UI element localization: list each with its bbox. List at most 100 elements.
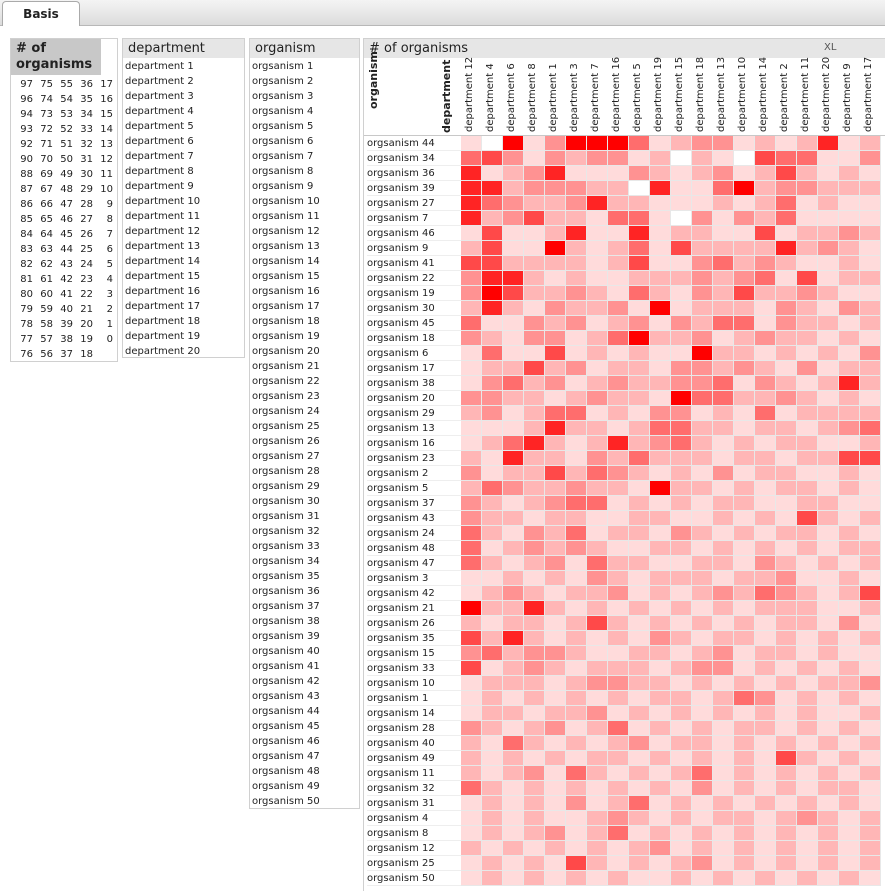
row-label[interactable]: orgsanism 49 bbox=[367, 751, 461, 766]
listbox-item[interactable]: department 3 bbox=[125, 91, 194, 102]
listbox-item[interactable]: orgsanism 6 bbox=[252, 136, 314, 147]
listbox-value[interactable]: 16 bbox=[100, 94, 113, 105]
listbox-value[interactable]: 25 bbox=[80, 244, 93, 255]
listbox-value[interactable]: 97 bbox=[20, 79, 33, 90]
row-label[interactable]: orgsanism 31 bbox=[367, 796, 461, 811]
row-label[interactable]: orgsanism 12 bbox=[367, 841, 461, 856]
listbox-value[interactable]: 29 bbox=[80, 184, 93, 195]
listbox-value[interactable]: 0 bbox=[106, 334, 113, 345]
listbox-value[interactable]: 14 bbox=[100, 124, 113, 135]
listbox-value[interactable]: 23 bbox=[80, 274, 93, 285]
listbox-value[interactable]: 96 bbox=[20, 94, 33, 105]
listbox-value[interactable]: 18 bbox=[80, 349, 93, 360]
listbox-item[interactable]: department 18 bbox=[125, 316, 201, 327]
listbox-value[interactable]: 32 bbox=[80, 139, 93, 150]
listbox-item[interactable]: department 1 bbox=[125, 61, 194, 72]
listbox-value[interactable]: 70 bbox=[40, 154, 53, 165]
listbox-item[interactable]: department 15 bbox=[125, 271, 201, 282]
listbox-item[interactable]: orgsanism 29 bbox=[252, 481, 320, 492]
row-label[interactable]: orgsanism 20 bbox=[367, 391, 461, 406]
listbox-value[interactable]: 77 bbox=[20, 334, 33, 345]
listbox-item[interactable]: orgsanism 47 bbox=[252, 751, 320, 762]
column-header[interactable]: department 12 bbox=[464, 56, 475, 132]
listbox-value[interactable]: 79 bbox=[20, 304, 33, 315]
column-header[interactable]: department 16 bbox=[611, 56, 622, 132]
column-header[interactable]: department 15 bbox=[674, 56, 685, 132]
listbox-value[interactable]: 75 bbox=[40, 79, 53, 90]
listbox-value[interactable]: 85 bbox=[20, 214, 33, 225]
listbox-value[interactable]: 41 bbox=[60, 289, 73, 300]
row-label[interactable]: orgsanism 37 bbox=[367, 496, 461, 511]
row-label[interactable]: orgsanism 29 bbox=[367, 406, 461, 421]
listbox-item[interactable]: orgsanism 40 bbox=[252, 646, 320, 657]
listbox-value[interactable]: 82 bbox=[20, 259, 33, 270]
listbox-value[interactable]: 58 bbox=[40, 319, 53, 330]
listbox-item[interactable]: orgsanism 38 bbox=[252, 616, 320, 627]
column-header[interactable]: department 13 bbox=[716, 56, 727, 132]
listbox-item[interactable]: department 13 bbox=[125, 241, 201, 252]
listbox-item[interactable]: orgsanism 8 bbox=[252, 166, 314, 177]
listbox-value[interactable]: 37 bbox=[60, 349, 73, 360]
listbox-item[interactable]: orgsanism 39 bbox=[252, 631, 320, 642]
row-label[interactable]: orgsanism 4 bbox=[367, 811, 461, 826]
listbox-value[interactable]: 63 bbox=[40, 244, 53, 255]
listbox-item[interactable]: department 16 bbox=[125, 286, 201, 297]
listbox-item[interactable]: orgsanism 20 bbox=[252, 346, 320, 357]
listbox-value[interactable]: 94 bbox=[20, 109, 33, 120]
row-label[interactable]: orgsanism 42 bbox=[367, 586, 461, 601]
listbox-item[interactable]: department 4 bbox=[125, 106, 194, 117]
row-label[interactable]: orgsanism 3 bbox=[367, 571, 461, 586]
listbox-value[interactable]: 47 bbox=[60, 199, 73, 210]
listbox-value[interactable]: 39 bbox=[60, 319, 73, 330]
listbox-value[interactable]: 93 bbox=[20, 124, 33, 135]
row-label[interactable]: orgsanism 35 bbox=[367, 631, 461, 646]
listbox-value[interactable]: 81 bbox=[20, 274, 33, 285]
listbox-value[interactable]: 33 bbox=[80, 124, 93, 135]
listbox-item[interactable]: orgsanism 22 bbox=[252, 376, 320, 387]
column-header[interactable]: department 2 bbox=[779, 63, 790, 132]
column-header[interactable]: department 3 bbox=[569, 63, 580, 132]
listbox-item[interactable]: orgsanism 15 bbox=[252, 271, 320, 282]
row-label[interactable]: orgsanism 19 bbox=[367, 286, 461, 301]
column-header[interactable]: department 14 bbox=[758, 56, 769, 132]
column-header[interactable]: department 18 bbox=[695, 56, 706, 132]
listbox-value[interactable]: 73 bbox=[40, 109, 53, 120]
listbox-value[interactable]: 76 bbox=[20, 349, 33, 360]
row-label[interactable]: orgsanism 26 bbox=[367, 616, 461, 631]
row-label[interactable]: orgsanism 34 bbox=[367, 151, 461, 166]
row-label[interactable]: orgsanism 48 bbox=[367, 541, 461, 556]
listbox-item[interactable]: department 2 bbox=[125, 76, 194, 87]
column-header[interactable]: department 11 bbox=[800, 56, 811, 132]
listbox-item[interactable]: orgsanism 26 bbox=[252, 436, 320, 447]
listbox-value[interactable]: 1 bbox=[106, 319, 113, 330]
row-label[interactable]: orgsanism 25 bbox=[367, 856, 461, 871]
listbox-value[interactable]: 90 bbox=[20, 154, 33, 165]
listbox-value[interactable]: 49 bbox=[60, 169, 73, 180]
tab[interactable]: Basis bbox=[2, 1, 80, 26]
row-label[interactable]: orgsanism 5 bbox=[367, 481, 461, 496]
listbox-item[interactable]: orgsanism 19 bbox=[252, 331, 320, 342]
listbox-item[interactable]: department 20 bbox=[125, 346, 201, 357]
listbox-item[interactable]: orgsanism 18 bbox=[252, 316, 320, 327]
listbox-item[interactable]: orgsanism 4 bbox=[252, 106, 314, 117]
listbox-item[interactable]: orgsanism 23 bbox=[252, 391, 320, 402]
row-label[interactable]: orgsanism 15 bbox=[367, 646, 461, 661]
listbox-value[interactable]: 74 bbox=[40, 94, 53, 105]
listbox-value[interactable]: 38 bbox=[60, 334, 73, 345]
listbox-value[interactable]: 17 bbox=[100, 79, 113, 90]
listbox-item[interactable]: orgsanism 36 bbox=[252, 586, 320, 597]
listbox-value[interactable]: 35 bbox=[80, 94, 93, 105]
listbox-item[interactable]: department 19 bbox=[125, 331, 201, 342]
listbox-value[interactable]: 80 bbox=[20, 289, 33, 300]
listbox-item[interactable]: department 7 bbox=[125, 151, 194, 162]
row-label[interactable]: orgsanism 13 bbox=[367, 421, 461, 436]
listbox-value[interactable]: 15 bbox=[100, 109, 113, 120]
listbox-value[interactable]: 86 bbox=[20, 199, 33, 210]
listbox-value[interactable]: 13 bbox=[100, 139, 113, 150]
row-label[interactable]: orgsanism 39 bbox=[367, 181, 461, 196]
listbox-value[interactable]: 87 bbox=[20, 184, 33, 195]
listbox-item[interactable]: orgsanism 14 bbox=[252, 256, 320, 267]
listbox-value[interactable]: 67 bbox=[40, 184, 53, 195]
row-label[interactable]: orgsanism 18 bbox=[367, 331, 461, 346]
listbox-value[interactable]: 60 bbox=[40, 289, 53, 300]
